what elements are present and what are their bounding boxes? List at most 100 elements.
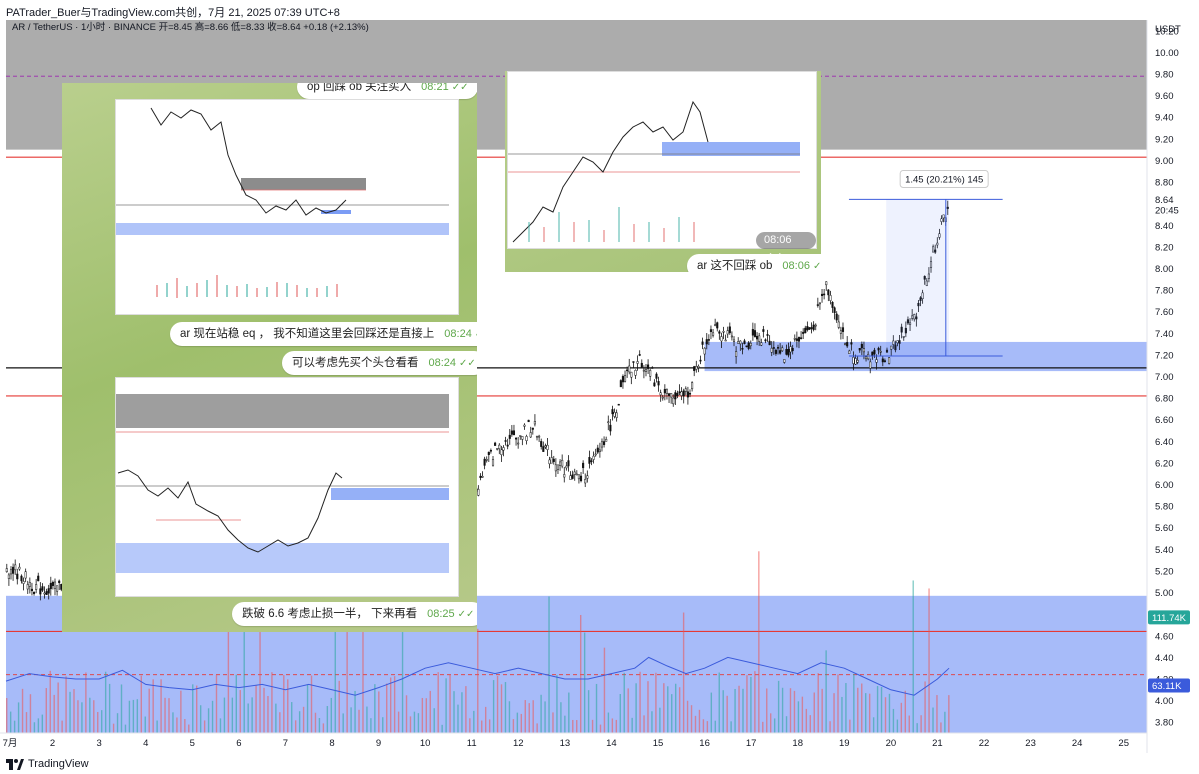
volume-bar [267, 695, 269, 733]
candle-body [720, 336, 723, 342]
x-tick-label: 6 [236, 738, 241, 749]
chart-header: PATrader_Buer与TradingView.com共创，7月 21, 2… [0, 0, 1199, 20]
candle-body [760, 342, 763, 346]
candle-body [913, 314, 916, 320]
volume-bar [841, 696, 843, 733]
candle-body [762, 329, 765, 332]
y-tick-label: 9.20 [1155, 134, 1174, 145]
volume-bar [651, 711, 653, 733]
candle-body [680, 391, 683, 396]
volume-bar [283, 675, 285, 733]
candle-body [911, 315, 914, 319]
x-tick-label: 8 [329, 738, 334, 749]
candle-body [927, 273, 930, 279]
volume-bar [492, 680, 495, 733]
volume-bar [168, 698, 170, 733]
volume-bar [857, 687, 859, 733]
volume-bar [916, 723, 918, 733]
volume-bar [536, 723, 538, 733]
volume-bar [184, 719, 186, 733]
volume-bar [785, 716, 788, 733]
volume-bar [330, 697, 333, 733]
y-tick-label: 7.00 [1155, 372, 1174, 383]
volume-bar [437, 672, 439, 733]
volume-bar [667, 686, 669, 733]
candle-body [712, 332, 715, 336]
volume-bar [896, 719, 899, 733]
candle-body [594, 453, 597, 456]
volume-bar [583, 632, 586, 733]
candle-body [611, 409, 614, 415]
candle-body [942, 214, 945, 219]
volume-bar [742, 688, 744, 733]
x-tick-label: 22 [979, 738, 990, 749]
volume-bar [865, 693, 867, 733]
volume-bar [833, 693, 835, 733]
volume-bar [17, 702, 20, 733]
candle-body [917, 302, 920, 307]
candle-body [504, 440, 507, 442]
candle-body [749, 342, 752, 347]
candle-body [833, 307, 836, 314]
y-tick-label: 7.60 [1155, 307, 1174, 318]
candle-body [596, 447, 599, 453]
candle-body [678, 391, 681, 393]
volume-bar [659, 707, 661, 733]
candle-body [24, 571, 27, 579]
volume-bar [37, 718, 40, 733]
volume-bar [176, 717, 178, 733]
volume-ma-line [5, 656, 950, 696]
candle-body [858, 348, 861, 351]
candle-body [663, 388, 666, 394]
volume-bar [789, 688, 792, 733]
candle-body [600, 441, 604, 448]
candle-body [745, 345, 748, 348]
y-tick-label: 9.60 [1155, 91, 1174, 102]
volume-bar [128, 700, 131, 733]
candle-body [512, 430, 516, 436]
candle-body [871, 351, 874, 357]
candle-body [617, 403, 620, 406]
candle-body [940, 218, 943, 222]
volume-bar [239, 690, 241, 733]
volume-bar [639, 671, 641, 733]
candle-body [636, 361, 639, 364]
volume-bar [750, 676, 752, 733]
volume-bar [849, 719, 851, 733]
current-price-countdown: 20:45 [1155, 205, 1179, 216]
y-tick-label: 8.00 [1155, 264, 1174, 275]
tradingview-logo[interactable]: TradingView [6, 758, 89, 770]
candle-body [812, 324, 815, 330]
volume-bar [89, 697, 91, 733]
candle-body [888, 357, 891, 364]
volume-bar [362, 577, 364, 733]
candle-body [49, 582, 52, 590]
candle-body [737, 341, 740, 344]
volume-bar [207, 708, 210, 733]
volume-bar [346, 610, 348, 733]
chat-message-time: 08:21 [421, 83, 449, 93]
candle-body [502, 447, 505, 451]
candle-body [592, 455, 595, 460]
candle-body [862, 348, 865, 353]
candle-body [919, 297, 922, 301]
volume-bar [172, 712, 174, 733]
candle-body [573, 471, 576, 475]
volume-bar [825, 650, 827, 733]
volume-bar [718, 672, 720, 733]
volume-bar [564, 715, 566, 733]
candle-body [946, 206, 949, 209]
chat-message-3: 跌破 6.6 考虑止损一半， 下来再看 08:25 ✓✓ [232, 602, 477, 626]
volume-bar [829, 721, 831, 733]
candle-body [806, 326, 809, 331]
volume-bar [53, 694, 55, 733]
volume-bar [33, 722, 36, 733]
candle-body [525, 436, 528, 441]
candle-body [634, 370, 637, 376]
y-tick-label: 5.80 [1155, 502, 1174, 513]
volume-bar [13, 720, 16, 733]
candle-body [739, 340, 742, 345]
volume-badge-bg [1148, 610, 1190, 625]
candle-body [804, 327, 807, 334]
candle-body [494, 442, 497, 446]
